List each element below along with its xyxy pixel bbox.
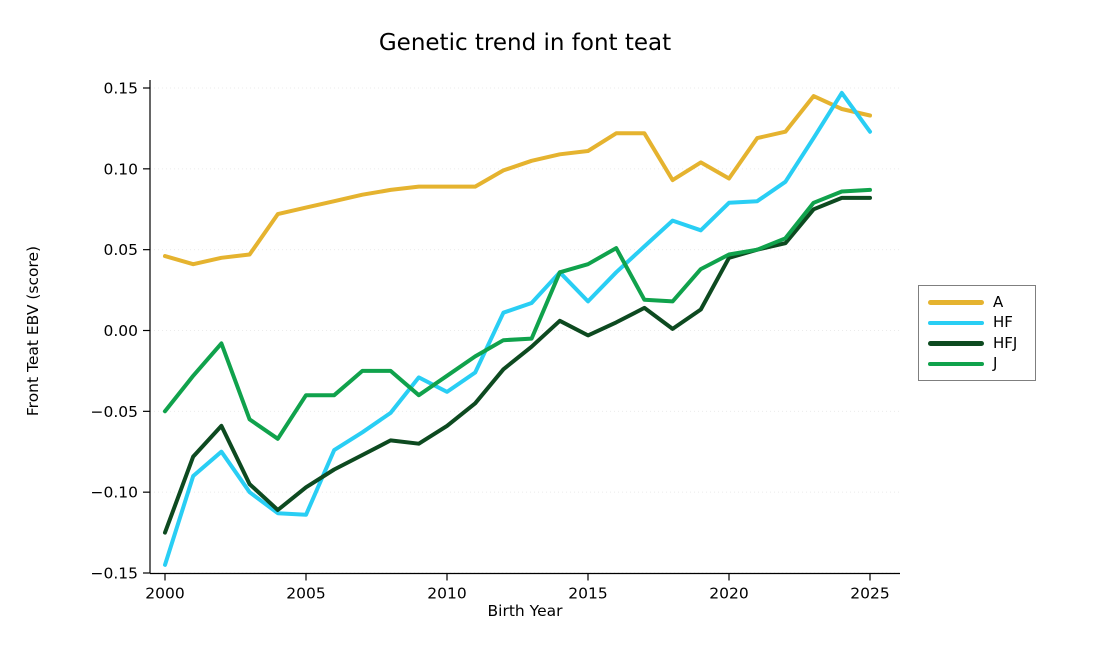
y-tick-label: −0.10 bbox=[91, 484, 139, 502]
chart-title: Genetic trend in font teat bbox=[378, 30, 672, 56]
x-tick-label: 2000 bbox=[145, 585, 184, 603]
x-tick-label: 2010 bbox=[427, 585, 466, 603]
y-tick-label: 0.10 bbox=[103, 160, 138, 178]
legend-item-hfj: HFJ bbox=[928, 333, 1035, 352]
legend-label: A bbox=[993, 292, 1004, 311]
series-line-hf bbox=[163, 90, 872, 567]
legend: A HF HFJ J bbox=[918, 285, 1036, 381]
x-tick-label: 2015 bbox=[568, 585, 607, 603]
legend-swatch-a bbox=[928, 300, 984, 305]
legend-swatch-hfj bbox=[928, 341, 984, 346]
legend-item-a: A bbox=[928, 292, 1035, 311]
legend-swatch-j bbox=[928, 361, 984, 366]
legend-item-hf: HF bbox=[928, 315, 1035, 330]
legend-label: J bbox=[993, 354, 998, 373]
x-tick-label: 2025 bbox=[850, 585, 889, 603]
y-tick-label: −0.15 bbox=[91, 565, 139, 583]
y-axis-title: Front Teat EBV (score) bbox=[24, 245, 42, 417]
y-tick-label: 0.15 bbox=[103, 80, 138, 98]
legend-swatch-hf bbox=[928, 320, 984, 325]
x-axis-title: Birth Year bbox=[487, 602, 563, 620]
y-tick-label: 0.00 bbox=[103, 322, 138, 340]
series-line-a bbox=[163, 94, 872, 267]
y-tick-label: 0.05 bbox=[103, 241, 138, 259]
series-line-j bbox=[163, 187, 872, 441]
legend-label: HFJ bbox=[993, 333, 1018, 352]
legend-item-j: J bbox=[928, 356, 1035, 371]
x-tick-label: 2005 bbox=[286, 585, 325, 603]
legend-label: HF bbox=[993, 313, 1013, 332]
x-tick-label: 2020 bbox=[709, 585, 748, 603]
y-tick-label: −0.05 bbox=[91, 403, 139, 421]
